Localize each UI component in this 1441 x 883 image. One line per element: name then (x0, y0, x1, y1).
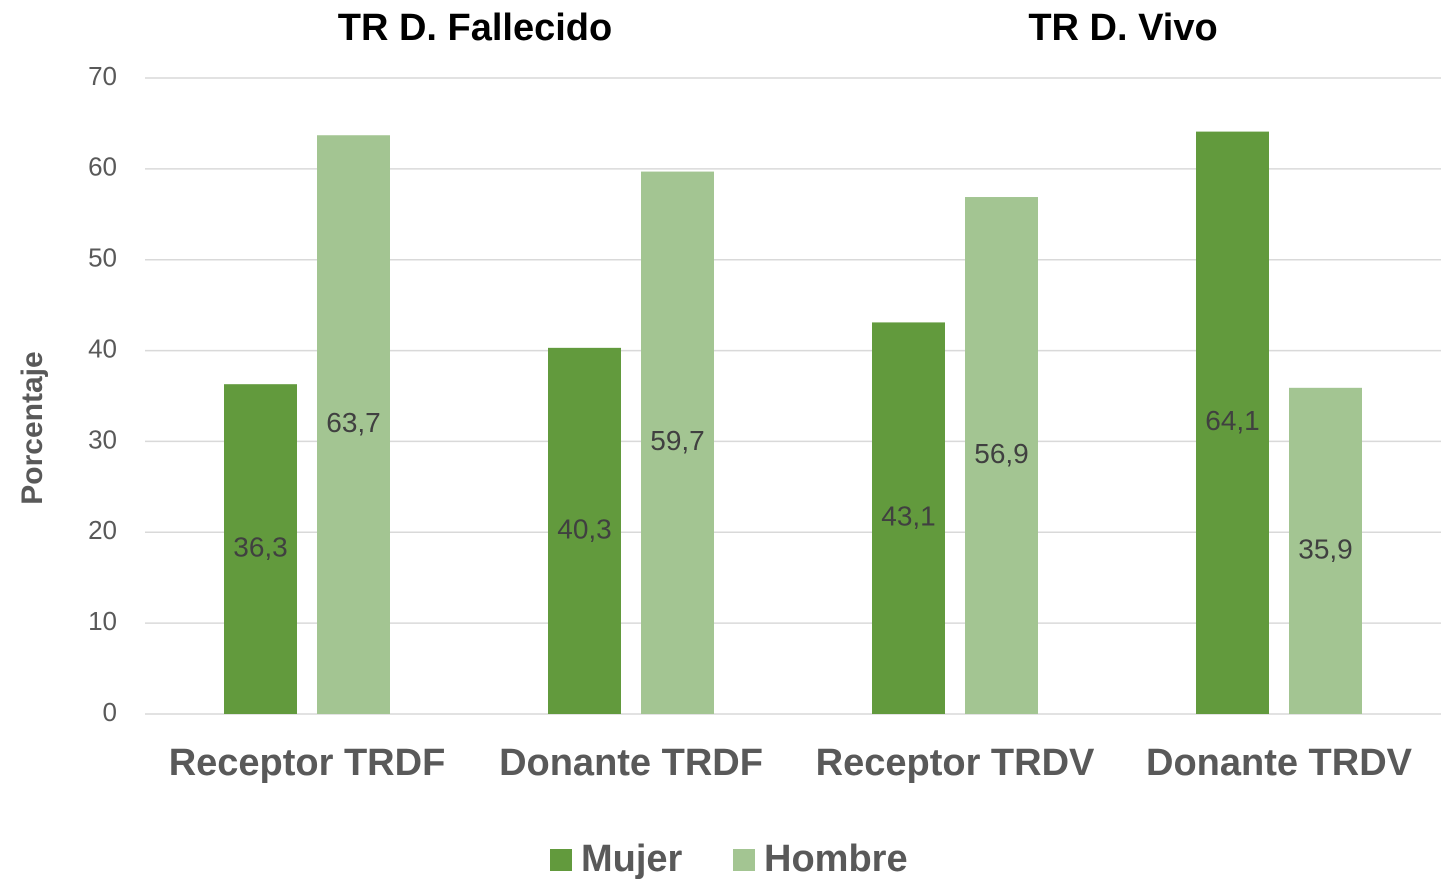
bar (1289, 387, 1362, 714)
bar (965, 197, 1038, 715)
bar (548, 347, 621, 714)
value-label: 63,7 (326, 407, 381, 438)
value-label: 43,1 (881, 501, 936, 532)
legend-label: Mujer (581, 838, 683, 880)
x-tick-label: Donante TRDV (1146, 742, 1413, 784)
y-tick-label: 50 (88, 243, 117, 273)
x-tick-label: Receptor TRDF (169, 742, 446, 784)
bar (224, 384, 297, 714)
y-tick-label: 20 (88, 515, 117, 545)
legend-label: Hombre (764, 838, 908, 880)
legend-swatch (733, 849, 755, 871)
value-label: 35,9 (1298, 533, 1353, 564)
y-tick-label: 30 (88, 424, 117, 454)
x-tick-label: Donante TRDF (499, 742, 763, 784)
value-label: 56,9 (974, 438, 1029, 469)
group-label: TR D. Vivo (1028, 7, 1217, 49)
legend-swatch (550, 849, 572, 871)
y-tick-label: 10 (88, 606, 117, 636)
y-tick-label: 70 (88, 61, 117, 91)
x-tick-label: Receptor TRDV (816, 742, 1095, 784)
value-label: 59,7 (650, 425, 705, 456)
y-tick-label: 40 (88, 333, 117, 363)
bar (641, 171, 714, 714)
y-axis-label: Porcentaje (16, 351, 49, 504)
bar (1196, 131, 1269, 714)
value-label: 64,1 (1205, 405, 1260, 436)
value-label: 40,3 (557, 513, 612, 544)
bar (872, 322, 945, 714)
y-tick-label: 60 (88, 152, 117, 182)
bar (317, 135, 390, 715)
group-label: TR D. Fallecido (338, 7, 612, 49)
value-label: 36,3 (233, 531, 288, 562)
y-tick-label: 0 (103, 697, 117, 727)
